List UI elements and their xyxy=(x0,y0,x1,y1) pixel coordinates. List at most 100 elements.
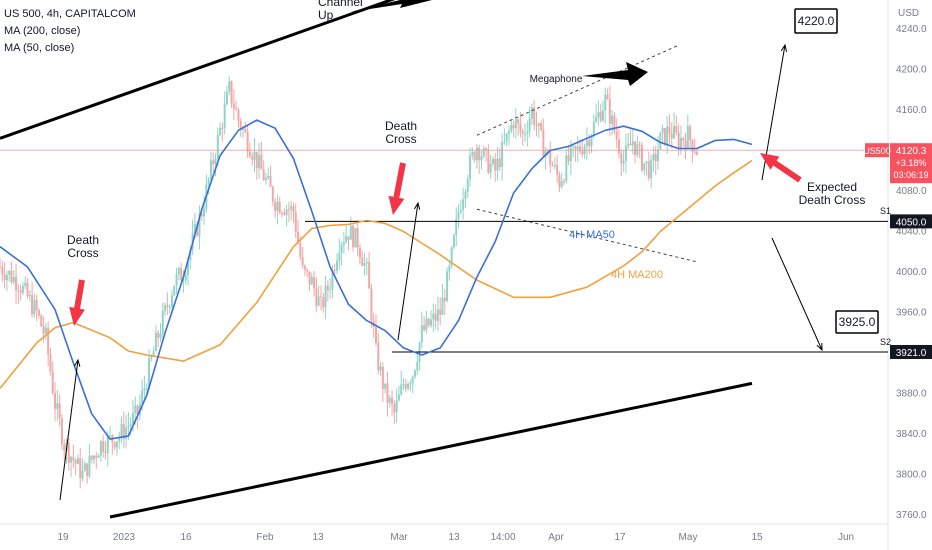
y-tick-label: 4160.0 xyxy=(896,105,927,116)
candle-body xyxy=(349,225,352,240)
candle-body xyxy=(670,133,673,139)
candle-body xyxy=(663,128,666,145)
candle-body xyxy=(466,179,469,192)
candle-body xyxy=(381,366,384,389)
target-high-text: 4220.0 xyxy=(798,14,835,28)
y-tick-label: 4040.0 xyxy=(896,227,927,238)
candle-body xyxy=(209,160,212,179)
candle-body xyxy=(673,125,676,139)
candle-body xyxy=(551,165,554,167)
candle-body xyxy=(439,309,442,315)
candle-body xyxy=(35,300,38,311)
candle-body xyxy=(118,437,121,442)
candle-body xyxy=(498,158,501,168)
candle-body xyxy=(654,154,657,162)
candle-body xyxy=(579,146,582,152)
candle-body xyxy=(430,319,433,326)
candle-body xyxy=(354,227,357,248)
candle-body xyxy=(686,126,689,148)
candle-body xyxy=(51,371,54,394)
y-tick-label: 3760.0 xyxy=(896,510,927,521)
candle-body xyxy=(592,121,595,136)
candle-body xyxy=(148,358,151,389)
candle-body xyxy=(597,112,600,117)
candle-body xyxy=(228,81,231,92)
candle-body xyxy=(12,276,15,283)
arrow-rise-2-head xyxy=(413,201,421,210)
channel-lower-line xyxy=(109,381,753,519)
candle-body xyxy=(40,315,43,327)
candle-body xyxy=(657,149,659,162)
candle-body xyxy=(432,313,435,320)
candle-body xyxy=(113,442,116,448)
y-tick-label: 3800.0 xyxy=(896,470,927,481)
candle-body xyxy=(285,209,288,215)
candle-body xyxy=(246,131,249,152)
candle-body xyxy=(404,384,407,389)
candle-body xyxy=(485,148,488,151)
candle-body xyxy=(489,163,492,173)
candle-body xyxy=(558,174,561,187)
candle-body xyxy=(436,309,439,321)
candle-body xyxy=(26,282,29,297)
candle-body xyxy=(299,242,302,257)
candle-body xyxy=(519,123,522,132)
candle-body xyxy=(329,289,332,291)
candle-body xyxy=(528,118,531,132)
candle-body xyxy=(375,326,377,343)
candle-body xyxy=(666,126,669,145)
candle-body xyxy=(232,103,235,109)
candle-body xyxy=(560,181,563,187)
candle-body xyxy=(175,274,178,286)
candle-body xyxy=(684,140,687,148)
candle-body xyxy=(345,236,348,243)
candle-body xyxy=(347,236,350,240)
candle-body xyxy=(423,325,426,331)
candle-body xyxy=(496,158,499,171)
s1-price-badge-bg xyxy=(890,214,932,229)
candle-body xyxy=(661,128,664,133)
candle-body xyxy=(395,400,398,413)
candle-body xyxy=(212,160,215,165)
candle-body xyxy=(384,383,387,389)
candle-body xyxy=(31,295,34,315)
candle-body xyxy=(640,145,643,171)
candle-body xyxy=(441,297,444,315)
death-cross-1-arrow xyxy=(69,279,85,326)
candle-body xyxy=(271,186,274,202)
target-high-box xyxy=(794,8,838,34)
candle-body xyxy=(338,252,341,261)
candle-body xyxy=(363,262,366,266)
x-tick-label: 16 xyxy=(180,532,192,543)
candle-body xyxy=(326,285,329,291)
candle-body xyxy=(530,107,533,119)
candle-body xyxy=(287,209,290,211)
candle-body xyxy=(457,211,460,219)
x-tick-label: 19 xyxy=(57,532,69,543)
candle-body xyxy=(608,99,611,124)
candle-body xyxy=(24,282,27,286)
candle-body xyxy=(216,134,219,159)
candle-body xyxy=(308,271,311,285)
candle-body xyxy=(5,274,8,281)
candle-body xyxy=(301,256,304,266)
candle-body xyxy=(425,318,428,331)
candle-body xyxy=(294,212,297,232)
candle-body xyxy=(652,154,655,161)
candle-body xyxy=(618,139,621,154)
s2-price-badge-text: 3921.0 xyxy=(896,348,927,359)
candle-body xyxy=(675,125,678,133)
candle-body xyxy=(677,132,680,149)
candle-body xyxy=(177,268,180,275)
candle-body xyxy=(267,175,270,178)
channel-upper-line xyxy=(0,0,396,140)
candle-body xyxy=(237,109,240,121)
candle-body xyxy=(643,162,646,171)
candle-body xyxy=(679,138,682,149)
candle-body xyxy=(115,441,118,448)
candle-body xyxy=(627,143,630,146)
candle-body xyxy=(248,151,251,157)
candle-body xyxy=(145,388,148,390)
candle-body xyxy=(122,424,125,439)
